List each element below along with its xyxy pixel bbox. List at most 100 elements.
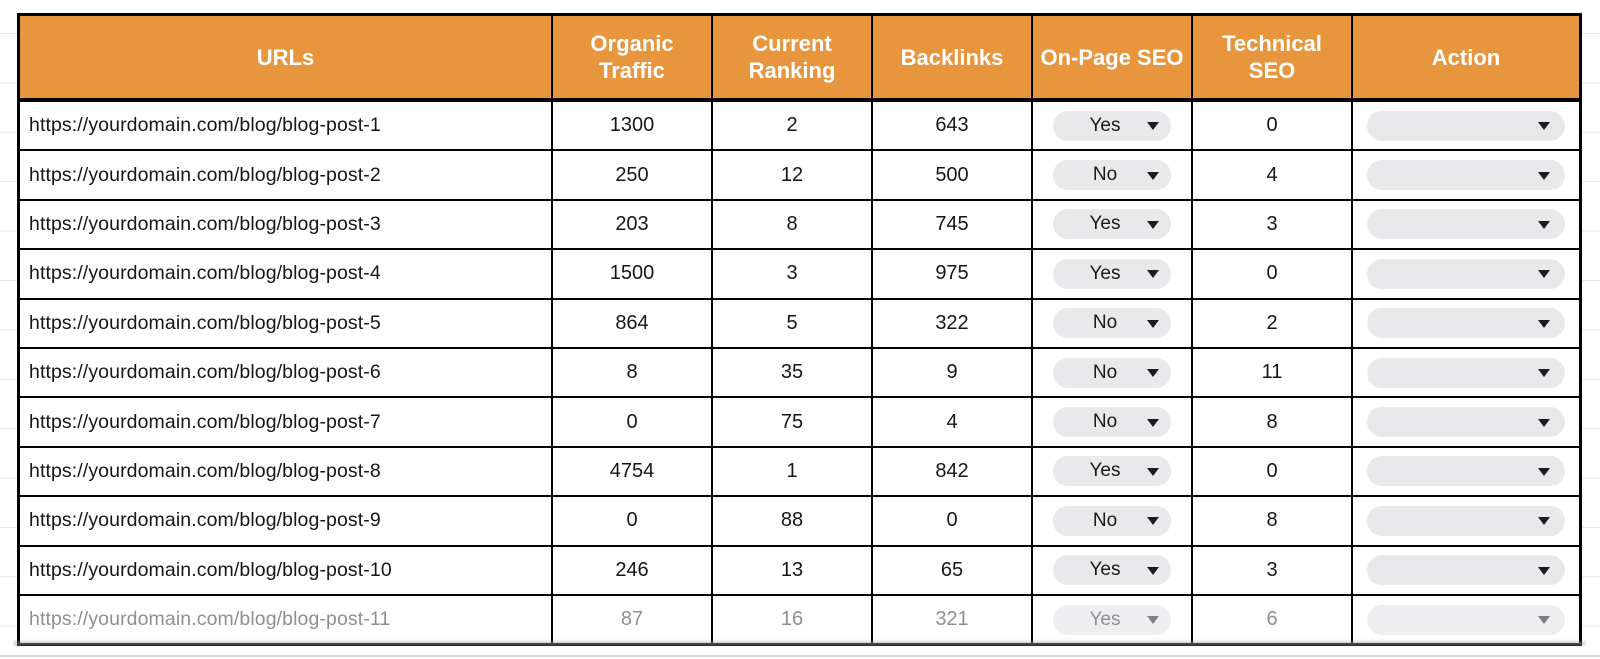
organic-traffic-cell: 0: [553, 398, 711, 446]
technical-seo-cell: 0: [1193, 102, 1351, 150]
current-ranking-cell: 12: [713, 151, 871, 199]
chevron-down-icon: [1147, 122, 1159, 131]
on-page-seo-dropdown[interactable]: Yes: [1053, 604, 1171, 635]
action-dropdown[interactable]: [1367, 407, 1565, 438]
organic-traffic-cell: 87: [553, 595, 711, 644]
backlinks-cell: 643: [873, 102, 1031, 150]
action-dropdown[interactable]: [1367, 555, 1565, 586]
on-page-seo-cell: No: [1033, 497, 1191, 545]
on-page-seo-value: No: [1092, 312, 1118, 334]
action-dropdown[interactable]: [1367, 604, 1565, 635]
action-dropdown[interactable]: [1367, 505, 1565, 536]
organic-traffic-cell: 8: [553, 348, 711, 397]
url-cell: https://yourdomain.com/blog/blog-post-3: [20, 200, 551, 249]
on-page-seo-value: Yes: [1089, 114, 1121, 136]
chevron-down-icon: [1147, 270, 1159, 279]
organic-traffic-cell: 4754: [553, 447, 711, 496]
column-header-backlinks: Backlinks: [873, 16, 1031, 100]
current-ranking-cell: 1: [713, 447, 871, 496]
organic-traffic-cell: 246: [553, 546, 711, 594]
chevron-down-icon: [1147, 418, 1159, 427]
action-dropdown[interactable]: [1367, 308, 1565, 339]
current-ranking-cell: 3: [713, 250, 871, 298]
action-dropdown[interactable]: [1367, 357, 1565, 388]
current-ranking-cell: 16: [713, 595, 871, 644]
chevron-down-icon: [1147, 566, 1159, 575]
on-page-seo-dropdown[interactable]: Yes: [1053, 456, 1171, 487]
url-cell: https://yourdomain.com/blog/blog-post-5: [20, 299, 551, 347]
chevron-down-icon: [1538, 220, 1550, 229]
on-page-seo-value: No: [1092, 509, 1118, 531]
url-cell: https://yourdomain.com/blog/blog-post-9: [20, 497, 551, 545]
url-cell: https://yourdomain.com/blog/blog-post-8: [20, 447, 551, 496]
backlinks-cell: 4: [873, 398, 1031, 446]
current-ranking-cell: 2: [713, 102, 871, 150]
column-header-on-page-seo: On-Page SEO: [1033, 16, 1191, 100]
on-page-seo-dropdown[interactable]: Yes: [1053, 110, 1171, 141]
on-page-seo-dropdown[interactable]: No: [1053, 160, 1171, 191]
backlinks-cell: 745: [873, 200, 1031, 249]
backlinks-cell: 975: [873, 250, 1031, 298]
backlinks-cell: 842: [873, 447, 1031, 496]
action-dropdown[interactable]: [1367, 258, 1565, 289]
technical-seo-cell: 2: [1193, 299, 1351, 347]
technical-seo-cell: 0: [1193, 250, 1351, 298]
on-page-seo-cell: No: [1033, 398, 1191, 446]
action-dropdown[interactable]: [1367, 209, 1565, 240]
on-page-seo-dropdown[interactable]: No: [1053, 407, 1171, 438]
current-ranking-cell: 8: [713, 200, 871, 249]
on-page-seo-dropdown[interactable]: Yes: [1053, 209, 1171, 240]
column-header-current-ranking: Current Ranking: [713, 16, 871, 100]
on-page-seo-cell: Yes: [1033, 447, 1191, 496]
on-page-seo-dropdown[interactable]: Yes: [1053, 258, 1171, 289]
technical-seo-cell: 3: [1193, 200, 1351, 249]
organic-traffic-cell: 1300: [553, 102, 711, 150]
on-page-seo-value: Yes: [1089, 608, 1121, 630]
current-ranking-cell: 88: [713, 497, 871, 545]
column-header-technical-seo: Technical SEO: [1193, 16, 1351, 100]
backlinks-cell: 0: [873, 497, 1031, 545]
bottom-fade: [0, 646, 1600, 659]
action-cell: [1353, 348, 1579, 397]
action-cell: [1353, 497, 1579, 545]
technical-seo-cell: 3: [1193, 546, 1351, 594]
on-page-seo-dropdown[interactable]: Yes: [1053, 555, 1171, 586]
backlinks-cell: 322: [873, 299, 1031, 347]
action-dropdown[interactable]: [1367, 160, 1565, 191]
chevron-down-icon: [1538, 566, 1550, 575]
technical-seo-cell: 0: [1193, 447, 1351, 496]
chevron-down-icon: [1147, 369, 1159, 378]
action-cell: [1353, 595, 1579, 644]
url-cell: https://yourdomain.com/blog/blog-post-10: [20, 546, 551, 594]
chevron-down-icon: [1147, 220, 1159, 229]
backlinks-cell: 9: [873, 348, 1031, 397]
url-cell: https://yourdomain.com/blog/blog-post-1: [20, 102, 551, 150]
action-dropdown[interactable]: [1367, 110, 1565, 141]
organic-traffic-cell: 250: [553, 151, 711, 199]
technical-seo-cell: 8: [1193, 497, 1351, 545]
url-cell: https://yourdomain.com/blog/blog-post-6: [20, 348, 551, 397]
action-cell: [1353, 546, 1579, 594]
current-ranking-cell: 13: [713, 546, 871, 594]
organic-traffic-cell: 864: [553, 299, 711, 347]
url-cell: https://yourdomain.com/blog/blog-post-4: [20, 250, 551, 298]
on-page-seo-dropdown[interactable]: No: [1053, 357, 1171, 388]
on-page-seo-cell: Yes: [1033, 102, 1191, 150]
current-ranking-cell: 75: [713, 398, 871, 446]
action-dropdown[interactable]: [1367, 456, 1565, 487]
organic-traffic-cell: 203: [553, 200, 711, 249]
action-cell: [1353, 102, 1579, 150]
action-cell: [1353, 250, 1579, 298]
action-cell: [1353, 200, 1579, 249]
on-page-seo-cell: Yes: [1033, 595, 1191, 644]
technical-seo-cell: 6: [1193, 595, 1351, 644]
on-page-seo-dropdown[interactable]: No: [1053, 308, 1171, 339]
backlinks-cell: 321: [873, 595, 1031, 644]
column-header-urls: URLs: [20, 16, 551, 100]
chevron-down-icon: [1538, 418, 1550, 427]
action-cell: [1353, 398, 1579, 446]
on-page-seo-cell: No: [1033, 151, 1191, 199]
current-ranking-cell: 35: [713, 348, 871, 397]
on-page-seo-dropdown[interactable]: No: [1053, 505, 1171, 536]
chevron-down-icon: [1538, 369, 1550, 378]
